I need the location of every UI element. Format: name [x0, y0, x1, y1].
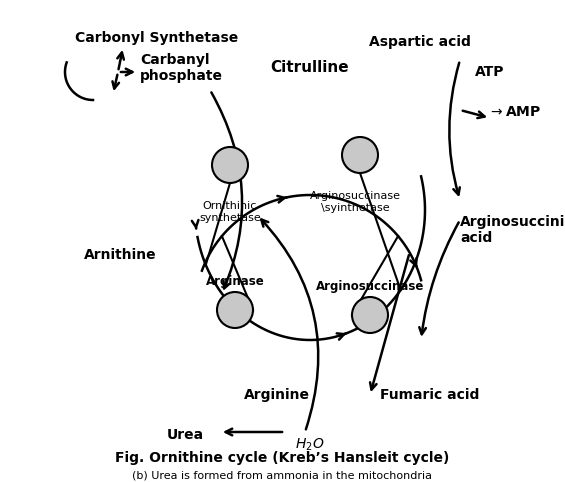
Text: Fig. Ornithine cycle (Kreb’s Hansleit cycle): Fig. Ornithine cycle (Kreb’s Hansleit cy… — [115, 451, 449, 465]
Text: Aspartic acid: Aspartic acid — [369, 35, 471, 49]
Text: Arginase: Arginase — [206, 275, 264, 288]
Text: Arnithine: Arnithine — [84, 248, 157, 262]
Ellipse shape — [212, 147, 248, 183]
Text: Fumaric acid: Fumaric acid — [380, 388, 479, 402]
Text: Arginosuccinase: Arginosuccinase — [316, 280, 424, 293]
Text: $\rightarrow$AMP: $\rightarrow$AMP — [488, 105, 541, 119]
Text: Arginosuccinase
\syinthetase: Arginosuccinase \syinthetase — [310, 191, 401, 213]
Text: Carbanyl
phosphate: Carbanyl phosphate — [140, 53, 223, 83]
Text: Carbonyl Synthetase: Carbonyl Synthetase — [75, 31, 238, 45]
Ellipse shape — [217, 292, 253, 328]
Text: $H_2O$: $H_2O$ — [295, 437, 325, 453]
Text: Ornithinic
synthetase: Ornithinic synthetase — [199, 201, 261, 223]
Text: Citrulline: Citrulline — [271, 61, 349, 76]
Text: Urea: Urea — [167, 428, 203, 442]
Ellipse shape — [352, 297, 388, 333]
Ellipse shape — [342, 137, 378, 173]
Text: Arginosuccinic
acid: Arginosuccinic acid — [460, 215, 565, 245]
Text: ATP: ATP — [475, 65, 505, 79]
Text: Arginine: Arginine — [244, 388, 310, 402]
Text: (b) Urea is formed from ammonia in the mitochondria: (b) Urea is formed from ammonia in the m… — [132, 470, 432, 480]
